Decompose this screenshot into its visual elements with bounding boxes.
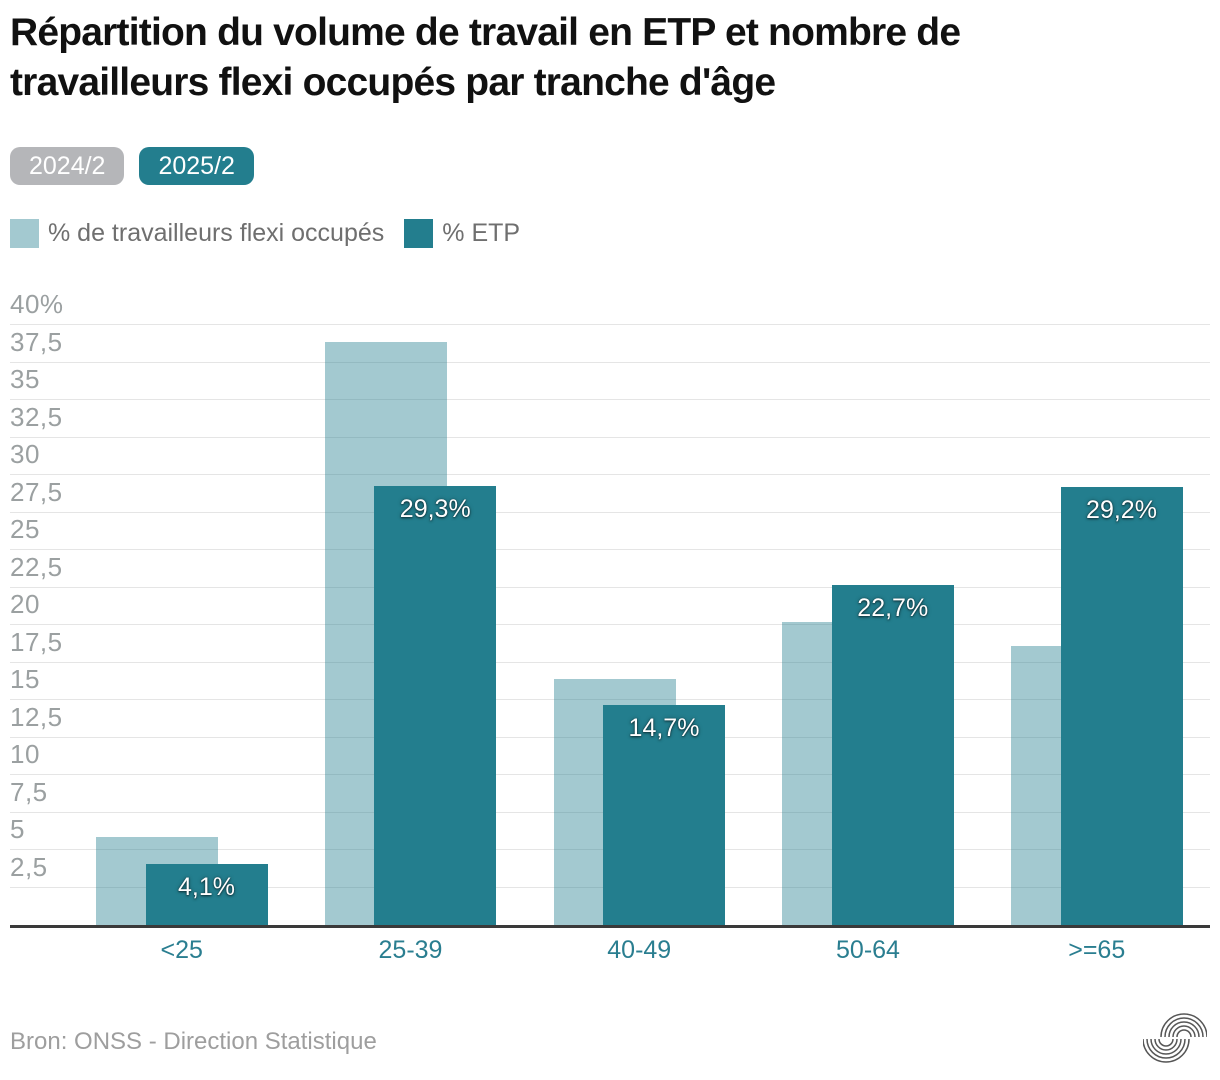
y-axis-tick-label: 20 [10,589,40,619]
period-tabs: 2024/2 2025/2 [10,147,254,185]
source-caption: Bron: ONSS - Direction Statistique [10,1028,377,1055]
y-axis-tick-label: 35 [10,364,40,394]
y-gridline [10,399,1210,400]
legend-swatch-icon [404,219,434,248]
y-axis-tick-label: 27,5 [10,476,63,507]
bar-value-label: 22,7% [857,593,929,622]
y-axis-tick-label: 17,5 [10,626,63,657]
y-gridline [10,699,1210,700]
bar-etp-40-49[interactable]: 14,7% [603,704,725,925]
x-axis-category-label: <25 [160,936,203,964]
legend-item[interactable]: % ETP [404,219,520,248]
y-gridline [10,586,1210,588]
bar-etp->=65[interactable]: 29,2% [1060,487,1183,925]
y-gridline [10,549,1210,550]
bar-etp-50-64[interactable]: 22,7% [831,584,954,925]
y-gridline [10,661,1210,663]
y-gridline [10,361,1210,363]
bar-etp-<25[interactable]: 4,1% [145,863,268,925]
y-axis-tick-label: 7,5 [10,776,48,807]
x-axis-category-label: >=65 [1068,936,1126,964]
x-axis-category-label: 50-64 [836,936,900,964]
y-axis-tick-label: 2,5 [10,851,48,882]
onss-arcs-logo [1142,1008,1208,1068]
bar-etp-25-39[interactable]: 29,3% [374,485,497,925]
y-gridline [10,436,1210,438]
legend-label: % de travailleurs flexi occupés [48,219,385,247]
y-axis-tick-label: 40% [10,289,64,319]
y-axis-tick-label: 22,5 [10,551,63,582]
bar-value-label: 29,2% [1086,496,1157,524]
y-gridline [10,324,1210,325]
y-axis-tick-label: 32,5 [10,401,63,432]
plot-area: 40% 37,5 35 32,5 30 27,5 25 22,5 20 17,5 15 12,5 10 7… [10,289,1210,928]
chart-legend: % de travailleurs flexi occupés % ETP [10,219,520,248]
y-gridline [10,474,1210,475]
y-axis-tick-label: 5 [10,814,25,844]
legend-swatch-icon [10,219,39,248]
x-axis-category-label: 25-39 [378,936,443,964]
tab-period-2024-2[interactable]: 2024/2 [10,147,125,185]
bar-value-label: 4,1% [178,872,235,901]
tab-period-2025-2[interactable]: 2025/2 [139,147,254,185]
legend-item[interactable]: % de travailleurs flexi occupés [10,219,384,248]
y-axis-tick-label: 12,5 [10,701,63,732]
x-axis-category-label: 40-49 [607,936,672,964]
logo-bottom-arcs [1142,1038,1190,1063]
y-axis-tick-label: 37,5 [10,326,63,357]
bar-value-label: 14,7% [628,713,700,742]
y-gridline [10,624,1210,625]
y-axis-tick-label: 15 [10,664,40,694]
y-axis-tick-label: 10 [10,739,40,769]
onss-arcs-logo-svg [1142,1013,1208,1063]
y-axis-tick-label: 30 [10,439,40,469]
legend-label: % ETP [442,219,521,247]
page-title: Répartition du volume de travail en ETP … [10,11,961,104]
y-gridline [10,511,1210,513]
logo-top-arcs [1160,1013,1208,1038]
y-axis-tick-label: 25 [10,514,40,544]
bar-value-label: 29,3% [399,494,471,523]
